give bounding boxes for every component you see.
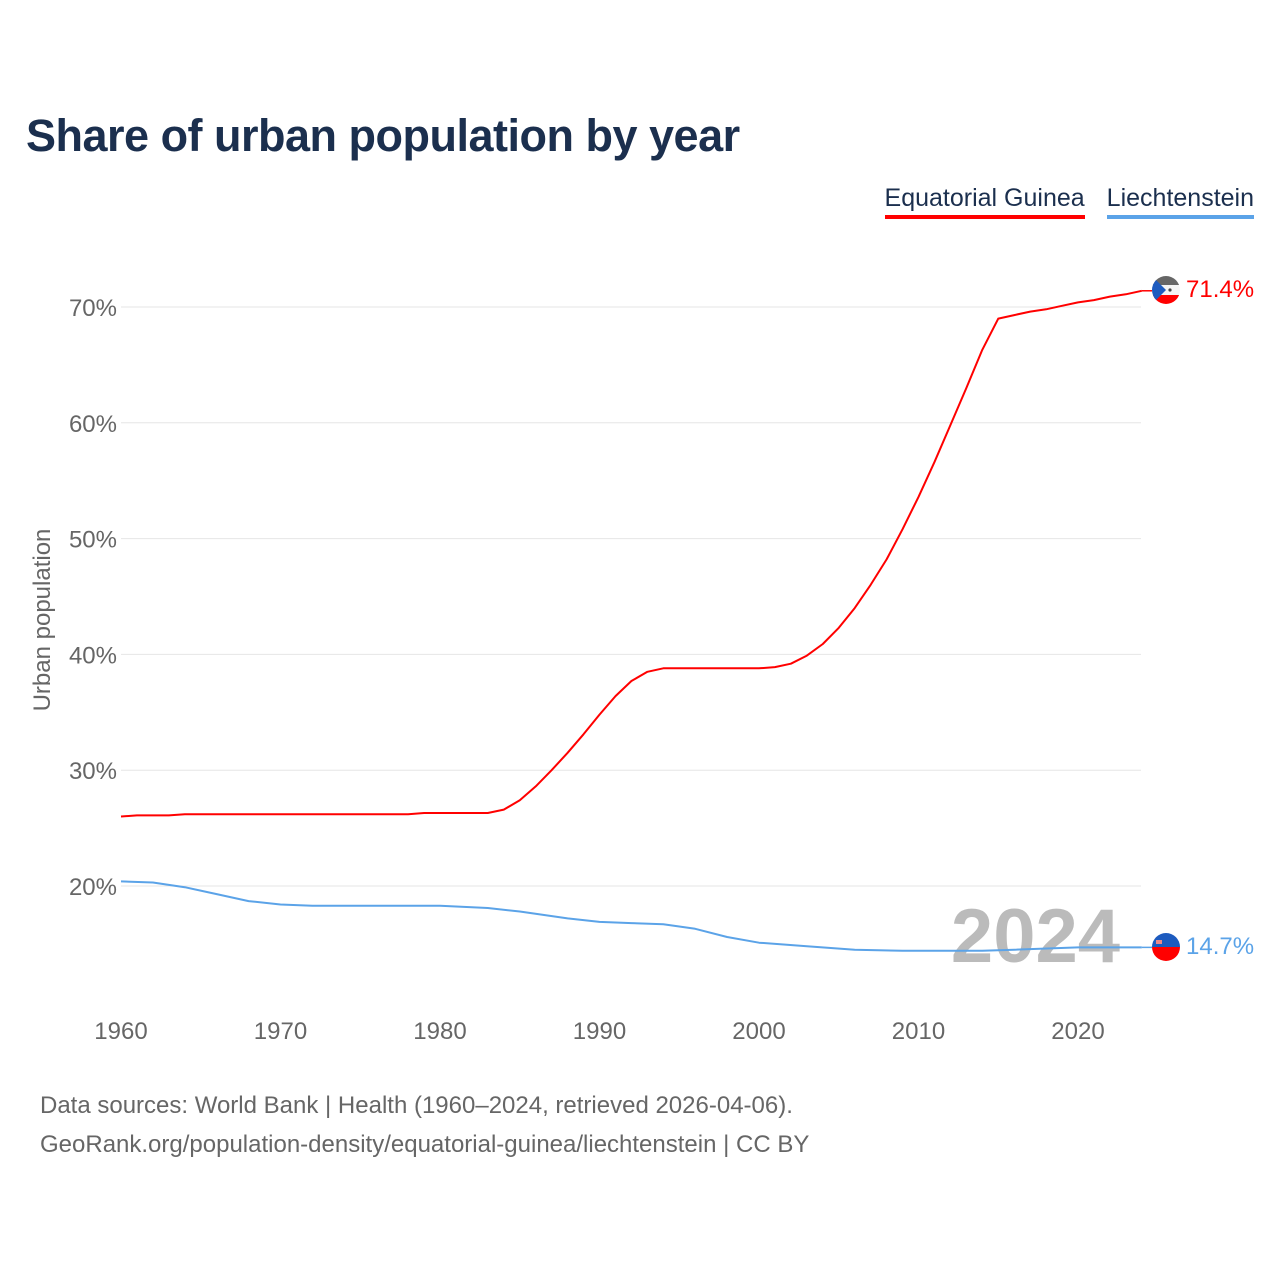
end-label-equatorial-guinea: 71.4% (1186, 276, 1254, 303)
y-tick-label: 70% (69, 295, 117, 322)
y-axis-label: Urban population (29, 529, 56, 712)
series-line-liechtenstein (120, 880, 1142, 952)
y-tick-label: 40% (69, 642, 117, 669)
y-tick-label: 60% (69, 411, 117, 438)
legend-item-equatorial-guinea[interactable]: Equatorial Guinea (884, 184, 1085, 219)
y-tick-label: 20% (69, 874, 117, 901)
chart-title: Share of urban population by year (26, 110, 740, 161)
x-tick-label: 1960 (94, 1018, 147, 1045)
x-tick-label: 1990 (573, 1018, 626, 1045)
x-tick-label: 2020 (1051, 1018, 1104, 1045)
x-tick-label: 1980 (413, 1018, 466, 1045)
y-tick-label: 50% (69, 527, 117, 554)
end-label-liechtenstein: 14.7% (1186, 933, 1254, 960)
year-watermark: 2024 (951, 894, 1120, 979)
x-tick-label: 1970 (254, 1018, 307, 1045)
equatorial-guinea-flag-icon (1152, 276, 1180, 304)
legend: Equatorial Guinea Liechtenstein (884, 184, 1254, 219)
liechtenstein-flag-icon (1152, 933, 1180, 961)
footer-sources: Data sources: World Bank | Health (1960–… (40, 1092, 793, 1119)
legend-item-liechtenstein[interactable]: Liechtenstein (1106, 184, 1254, 219)
series-line-equatorial-guinea (120, 289, 1143, 818)
footer-link[interactable]: GeoRank.org/population-density/equatoria… (40, 1131, 810, 1158)
x-tick-label: 2000 (732, 1018, 785, 1045)
x-tick-label: 2010 (892, 1018, 945, 1045)
y-tick-label: 30% (69, 758, 117, 785)
footer: Data sources: World Bank | Health (1960–… (40, 1086, 809, 1164)
